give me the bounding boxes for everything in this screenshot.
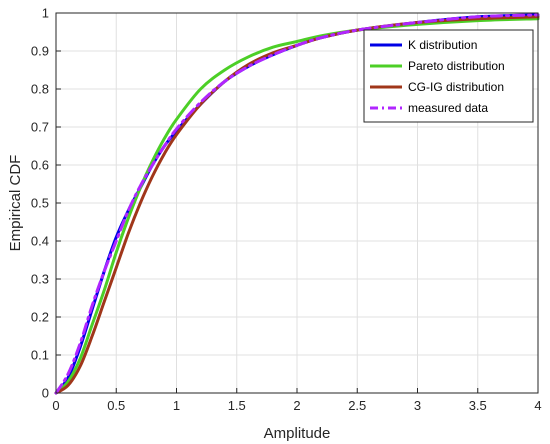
x-tick-label: 1.5 [228, 398, 246, 413]
y-tick-label: 0.9 [31, 44, 49, 59]
legend-label: Pareto distribution [408, 59, 505, 73]
series-layer [54, 13, 540, 395]
y-tick-label: 0.6 [31, 158, 49, 173]
legend-label: measured data [408, 101, 488, 115]
x-axis-label: Amplitude [264, 425, 331, 442]
x-tick-label: 1 [173, 398, 180, 413]
y-tick-label: 0 [42, 386, 49, 401]
y-tick-label: 1 [42, 6, 49, 21]
legend-label: CG-IG distribution [408, 80, 504, 94]
x-tick-label: 3.5 [469, 398, 487, 413]
x-tick-label: 2 [293, 398, 300, 413]
y-tick-label: 0.7 [31, 120, 49, 135]
y-tick-label: 0.1 [31, 348, 49, 363]
x-tick-label: 4 [534, 398, 541, 413]
y-tick-label: 0.3 [31, 272, 49, 287]
x-tick-label: 3 [414, 398, 421, 413]
y-tick-label: 0.4 [31, 234, 49, 249]
y-tick-label: 0.2 [31, 310, 49, 325]
x-tick-label: 0 [52, 398, 59, 413]
legend-label: K distribution [408, 38, 477, 52]
y-tick-label: 0.5 [31, 196, 49, 211]
y-axis-ticks: 0 0.1 0.2 0.3 0.4 0.5 0.6 0.7 0.8 0.9 1 [31, 6, 61, 401]
series-line-3 [54, 13, 540, 395]
y-axis-label: Empirical CDF [7, 155, 24, 252]
x-tick-label: 0.5 [107, 398, 125, 413]
legend: K distribution Pareto distribution CG-IG d… [363, 29, 534, 123]
x-axis-ticks: 0 0.5 1 1.5 2 2.5 3 3.5 4 [52, 388, 542, 413]
y-tick-label: 0.8 [31, 82, 49, 97]
x-tick-label: 2.5 [348, 398, 366, 413]
